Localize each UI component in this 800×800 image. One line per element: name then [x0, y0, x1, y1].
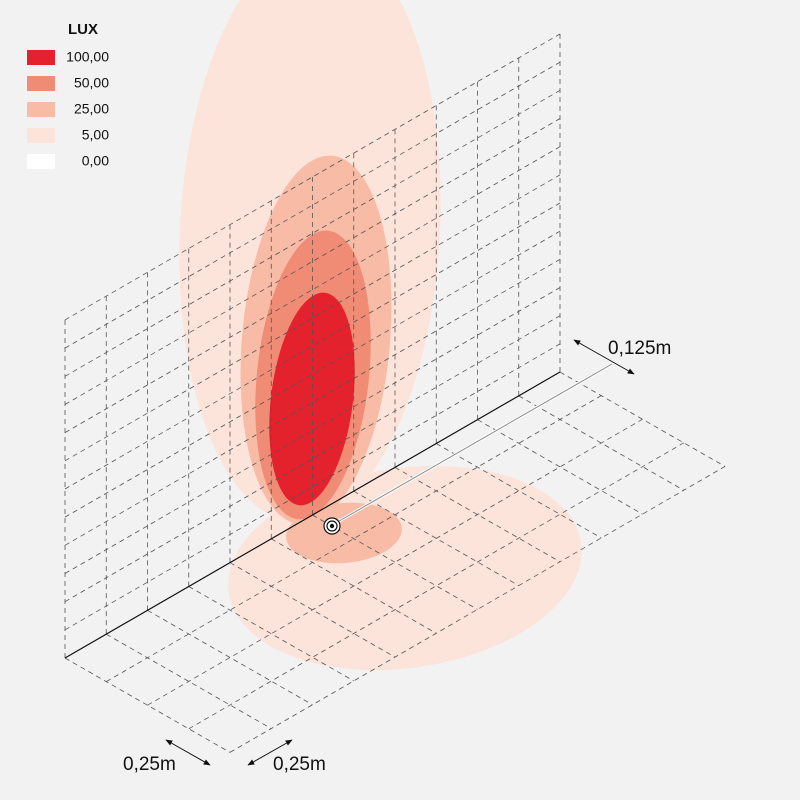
grid — [64, 33, 726, 753]
floor-grid-line — [353, 490, 519, 586]
legend-label: 0,00 — [82, 153, 109, 169]
floor-grid-line — [436, 443, 602, 539]
depth-guide — [333, 363, 613, 525]
legend-label: 5,00 — [82, 127, 109, 143]
wall-100-lux — [269, 292, 355, 506]
lamp — [323, 517, 341, 535]
legend: LUX 100,00 50,00 25,00 5,00 0,00 — [27, 21, 109, 169]
floor-grid-line — [477, 419, 643, 515]
dimension-label: 0,125m — [608, 338, 671, 359]
legend-label: 25,00 — [74, 101, 109, 117]
floor-grid-line — [106, 633, 272, 729]
floor-grid-line — [559, 371, 726, 467]
legend-swatch — [27, 102, 55, 117]
floor-grid-line — [271, 538, 437, 634]
legend-label: 100,00 — [66, 49, 109, 65]
legend-title: LUX — [68, 21, 98, 38]
wall-base-line — [64, 371, 561, 659]
dimension-label: 0,25m — [273, 754, 326, 775]
floor-grid-line — [64, 657, 231, 753]
legend-swatch — [27, 128, 55, 143]
light-distribution — [179, 0, 582, 671]
floor-grid-line — [394, 467, 561, 563]
floor-grid-line — [229, 562, 396, 658]
floor-grid-line — [147, 609, 313, 706]
legend-swatch — [27, 50, 55, 65]
legend-label: 50,00 — [74, 75, 109, 91]
floor-grid-line — [188, 586, 354, 682]
legend-swatch — [27, 76, 55, 91]
dimension-arrow — [573, 339, 635, 375]
floor-grid-line — [312, 514, 478, 610]
dimension-arrow — [165, 739, 211, 766]
legend-swatch — [27, 154, 55, 169]
dimension-arrow — [247, 739, 293, 766]
dimension-label: 0,25m — [123, 754, 176, 775]
floor-grid-line — [518, 395, 684, 491]
